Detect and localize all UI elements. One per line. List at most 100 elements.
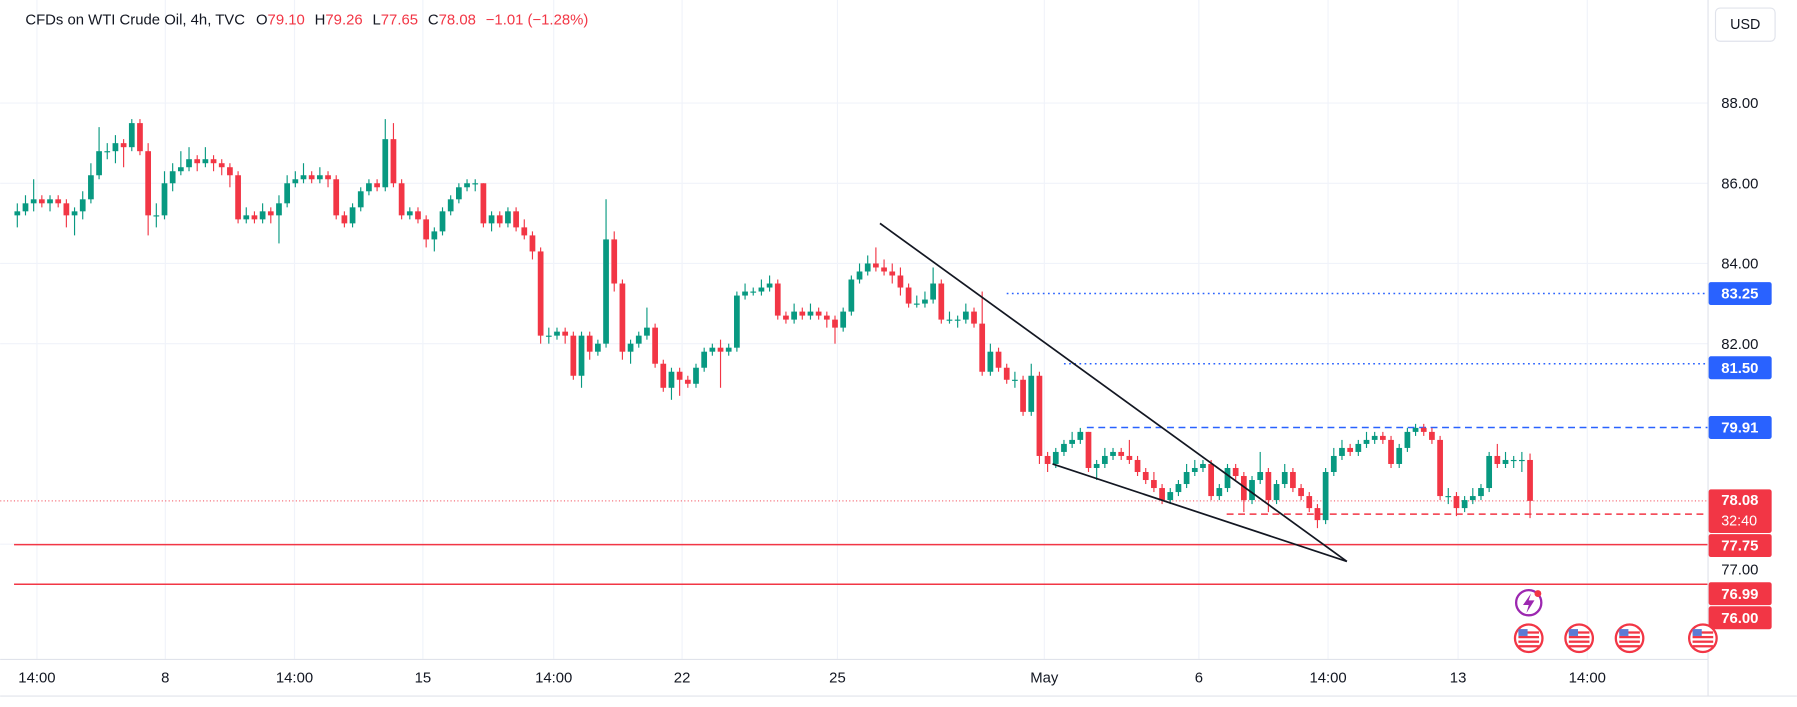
candle-body [128, 123, 135, 148]
candle-body [693, 367, 699, 384]
candle-body [177, 167, 184, 172]
candle [1453, 492, 1460, 517]
currency-button[interactable]: USD [1714, 7, 1776, 42]
flag-icon[interactable] [1688, 623, 1718, 654]
candle [513, 207, 519, 232]
flag-icon[interactable] [1614, 623, 1645, 654]
x-tick-label: 14:00 [276, 670, 313, 686]
candle-body [316, 175, 323, 180]
candle-body [169, 171, 176, 184]
candle [210, 155, 217, 172]
candle-body [1028, 375, 1035, 412]
candle [145, 143, 152, 236]
candle-body [251, 215, 258, 220]
currency-label[interactable]: USD [1730, 17, 1760, 33]
candle [1224, 463, 1231, 493]
candle [562, 327, 569, 344]
candle-body [112, 143, 119, 152]
candle-body [840, 311, 847, 328]
candle [71, 207, 78, 236]
candle [1069, 431, 1075, 448]
candle [1502, 451, 1509, 468]
candle-body [554, 331, 560, 336]
candle [382, 119, 389, 192]
candle-body [1339, 447, 1345, 456]
candle [668, 367, 675, 400]
candle [1339, 439, 1345, 460]
candle-body [186, 159, 192, 168]
candle [897, 267, 904, 296]
candle [783, 311, 789, 324]
candle-body [962, 311, 969, 320]
candle [1379, 431, 1386, 444]
candle [750, 287, 757, 296]
candle [627, 339, 634, 364]
candle-body [259, 211, 266, 220]
candle-body [676, 371, 683, 380]
flag-icon[interactable] [1513, 623, 1544, 654]
candle-body [341, 215, 348, 224]
candle-body [701, 351, 708, 368]
candle [1101, 447, 1108, 468]
candle-body [684, 379, 691, 384]
candle-body [1167, 492, 1174, 501]
flag-stripe [1619, 635, 1640, 639]
ohlc-label: O [256, 13, 268, 29]
candle-body [38, 199, 45, 204]
candle [1519, 451, 1525, 472]
y-tick-label: 77.00 [1721, 563, 1758, 579]
candle [1208, 459, 1215, 501]
candle-body [325, 175, 331, 180]
plot-area [0, 119, 1708, 586]
candle [325, 171, 331, 188]
candle-body [848, 279, 855, 312]
candle [864, 255, 871, 276]
currency-box[interactable] [1714, 7, 1776, 42]
ohlc-value: 77.65 [381, 13, 418, 29]
candle [1494, 443, 1501, 468]
candle [889, 263, 896, 284]
candle [227, 163, 233, 188]
candle [570, 331, 577, 380]
candle-body [423, 219, 430, 240]
candle [873, 247, 879, 272]
price-label-box [1708, 356, 1772, 380]
event-icons [1513, 588, 1718, 654]
candle [979, 291, 986, 376]
flag-canton [1518, 629, 1528, 636]
candle-body [971, 311, 977, 324]
candle [766, 275, 773, 292]
candle [856, 263, 863, 284]
candle-body [1519, 459, 1525, 462]
candle [276, 195, 282, 244]
flag-stripe [1619, 640, 1640, 643]
candle [1461, 496, 1468, 513]
candle [1191, 459, 1198, 477]
candle-body [439, 211, 446, 232]
candle [971, 307, 977, 328]
candle [186, 147, 192, 172]
x-tick-label: 6 [1195, 670, 1203, 686]
candle [505, 207, 511, 228]
candle-body [63, 203, 70, 216]
candle-body [1486, 455, 1493, 489]
candle [374, 179, 380, 192]
candle [848, 275, 855, 316]
candle [415, 207, 421, 224]
candle [38, 195, 45, 208]
x-tick-label: May [1030, 670, 1059, 686]
candle-body [431, 231, 438, 240]
flag-canton [1619, 629, 1629, 636]
candle-body [267, 211, 274, 216]
candle-body [1044, 455, 1051, 464]
candle [1020, 375, 1026, 416]
candle-body [1224, 467, 1231, 489]
flag-icon[interactable] [1564, 623, 1595, 654]
candle-body [1437, 439, 1443, 497]
candle-body [905, 287, 912, 304]
price-label: 77.75 [1721, 539, 1758, 555]
candle [545, 327, 552, 344]
candle [431, 227, 438, 252]
candle [14, 203, 21, 228]
candle-body [766, 283, 773, 288]
